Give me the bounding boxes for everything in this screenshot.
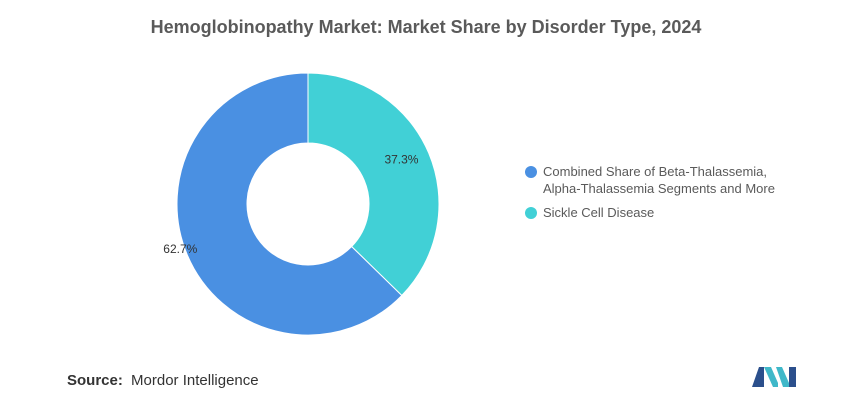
data-label-combined: 62.7% [163, 242, 197, 256]
donut-slice-combined [176, 72, 403, 336]
legend-swatch-combined [525, 166, 537, 178]
source-note: Source: Mordor Intelligence [67, 372, 259, 389]
legend-item-combined: Combined Share of Beta-Thalassemia, Alph… [525, 163, 793, 197]
donut-slice-sickle-cell [307, 72, 440, 297]
chart-title: Hemoglobinopathy Market: Market Share by… [150, 17, 702, 37]
legend-label-combined: Combined Share of Beta-Thalassemia, Alph… [543, 164, 775, 196]
data-label-sickle-cell: 37.3% [384, 153, 418, 167]
legend-swatch-sickle-cell [525, 207, 537, 219]
mordor-intelligence-logo-icon [752, 367, 796, 387]
chart-legend: Combined Share of Beta-Thalassemia, Alph… [525, 163, 793, 228]
legend-item-sickle-cell: Sickle Cell Disease [525, 204, 793, 221]
source-label: Source: [67, 372, 123, 389]
source-value: Mordor Intelligence [131, 372, 259, 389]
legend-label-sickle-cell: Sickle Cell Disease [543, 205, 655, 220]
